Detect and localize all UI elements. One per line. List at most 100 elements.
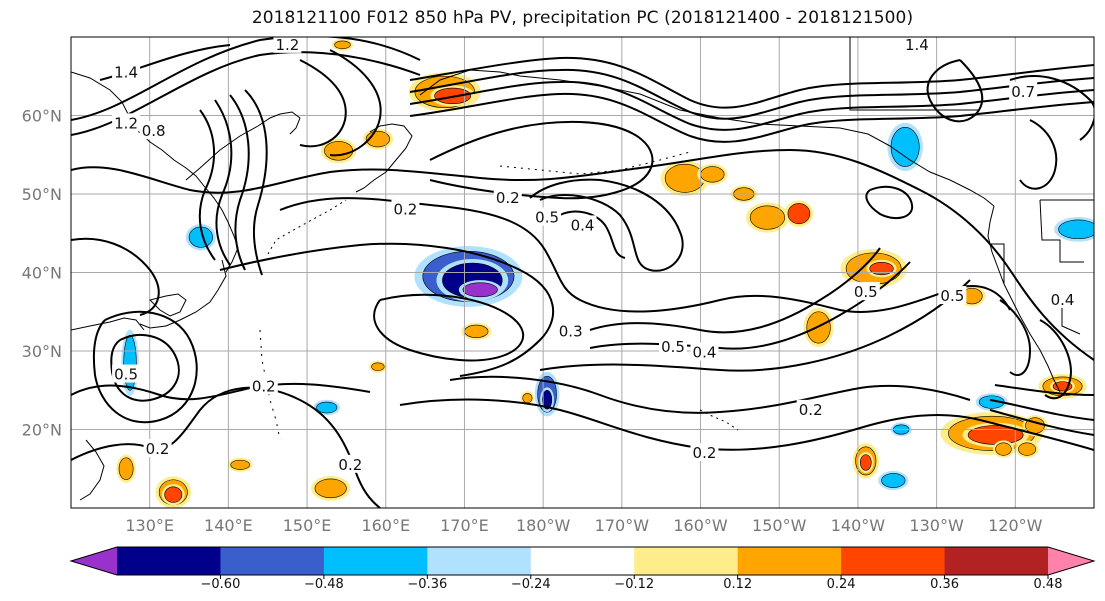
pv-contours	[71, 37, 1094, 508]
longitude-label: 150°W	[752, 516, 807, 535]
latitude-label: 50°N	[22, 185, 62, 204]
contour-label: 0.5	[854, 283, 878, 301]
colorbar-tick-label: −0.60	[201, 577, 241, 592]
precip-positive-area	[314, 478, 347, 499]
pv-contour	[589, 247, 881, 334]
contour-label: 0.3	[559, 322, 583, 340]
pv-contour	[279, 197, 1011, 313]
contour-label-bg	[690, 342, 719, 361]
izu-islands	[259, 329, 281, 441]
precip-positive-area	[334, 40, 351, 50]
pv-contour	[229, 94, 250, 271]
contour-label: 0.5	[535, 209, 559, 227]
pv-contour	[219, 242, 554, 377]
pv-contour	[71, 148, 1094, 361]
contour-label-bg	[1009, 81, 1038, 100]
contour-label: 0.4	[571, 216, 595, 234]
contour-label: 0.2	[799, 401, 823, 419]
contour-label-bg	[533, 207, 562, 226]
pv-contour	[71, 37, 421, 121]
pv-contour	[989, 399, 1094, 421]
colorbar	[69, 546, 1096, 576]
contour-label-bg	[139, 121, 168, 140]
contour-labels: 1.21.41.41.2 0.80.20.2 0.5 0.40.30.5 0.40.50…	[112, 37, 1077, 474]
colorbar-segment	[530, 547, 635, 575]
longitude-label: 160°E	[361, 516, 410, 535]
colorbar-tick-label: −0.48	[304, 577, 344, 592]
contour-label: 0.2	[693, 444, 717, 462]
pv-contour	[1009, 75, 1094, 141]
pv-contour	[1019, 119, 1058, 190]
pv-contour	[1039, 319, 1072, 400]
map-content: 1.21.41.41.2 0.80.20.2 0.5 0.40.30.5 0.40.50…	[71, 37, 1094, 508]
precip-positive-area	[1018, 442, 1037, 456]
colorbar-extend-max	[1048, 547, 1094, 575]
colorbar-tick-label: 0.36	[930, 577, 959, 592]
precip-negative-area	[316, 401, 338, 414]
longitude-label: 170°W	[595, 516, 650, 535]
pv-contour	[409, 92, 1094, 143]
longitude-label: 180°W	[516, 516, 571, 535]
contour-label: 0.2	[146, 440, 170, 458]
colorbar-tick-label: −0.12	[614, 577, 654, 592]
longitude-label: 130°E	[125, 516, 174, 535]
colorbar-segment	[220, 547, 325, 575]
longitude-label: 150°E	[283, 516, 332, 535]
contour-label: 0.2	[338, 456, 362, 474]
pv-contour	[559, 210, 626, 259]
contour-label: 0.4	[1051, 291, 1075, 309]
contour-label: 0.8	[142, 122, 166, 140]
longitude-label: 140°W	[831, 516, 886, 535]
latitude-labels: 60°N 50°N 40°N 30°N 20°N	[22, 107, 62, 440]
contour-label-bg	[568, 215, 597, 234]
precip-positive-area	[522, 393, 533, 404]
pv-contour	[449, 375, 971, 414]
longitude-labels: 130°E 140°E 150°E 160°E 170°E 180°W 170°W 160°W…	[125, 516, 1042, 535]
precip-positive-area	[324, 141, 354, 161]
contour-label-bg	[690, 443, 719, 462]
colorbar-segment	[634, 547, 739, 575]
pv-contour	[409, 56, 1094, 109]
pv-contour	[198, 109, 216, 261]
contour-label: 0.2	[496, 189, 520, 207]
contour-label: 0.5	[114, 366, 138, 384]
contour-label-bg	[902, 37, 931, 53]
contour-label: 0.5	[940, 287, 964, 305]
latitude-label: 40°N	[22, 264, 62, 283]
coast-korea	[149, 293, 187, 317]
precip-positive-area	[859, 454, 872, 471]
contour-label-bg	[851, 282, 880, 301]
coast-china	[71, 317, 145, 331]
map-frame	[70, 36, 1095, 509]
colorbar-segment	[117, 547, 221, 575]
contour-label-bg	[1048, 289, 1077, 308]
contour-label: 0.7	[1011, 83, 1035, 101]
precip-positive-area	[164, 486, 183, 503]
longitude-label: 170°E	[440, 516, 489, 535]
contour-label: 0.4	[693, 344, 717, 362]
precip-negative-area	[542, 389, 553, 410]
pv-contour	[999, 299, 1032, 377]
contour-label-bg	[938, 286, 967, 305]
colorbar-tick-labels: −0.60 −0.48 −0.36 −0.24 −0.12 0.12 0.24 0.36 0.4…	[201, 575, 1062, 592]
precip-positive-area	[700, 166, 725, 183]
contour-label-bg	[556, 321, 585, 340]
latitude-label: 20°N	[22, 421, 62, 440]
colorbar-outline	[69, 546, 1096, 576]
pv-contour	[299, 59, 347, 148]
state-borders-2	[990, 243, 1005, 284]
precip-positive-area	[787, 203, 811, 225]
longitude-label: 130°W	[909, 516, 964, 535]
contour-label: 1.2	[114, 114, 138, 132]
pv-contour	[110, 334, 180, 402]
contour-label-bg	[112, 364, 141, 383]
pv-contour	[329, 49, 382, 157]
contour-label-bg	[658, 337, 687, 356]
precip-negative-area	[1058, 219, 1094, 240]
contour-label-bg	[796, 399, 825, 418]
precip-positive-area	[118, 457, 134, 481]
contour-label-bg	[273, 37, 302, 53]
precip-negative-area	[890, 126, 920, 167]
pv-contour	[529, 178, 684, 272]
